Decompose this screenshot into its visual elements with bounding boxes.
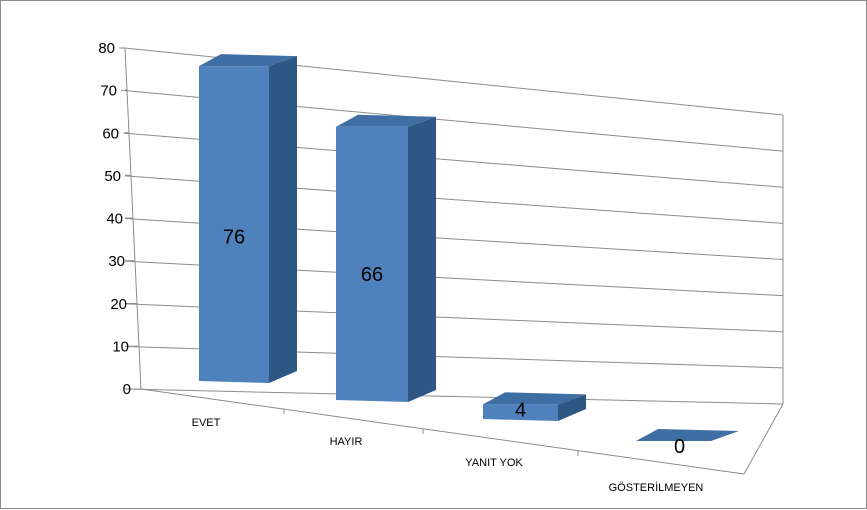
data-label: 4 <box>515 399 526 421</box>
bar-top <box>483 392 586 405</box>
bar-hayir <box>336 114 436 402</box>
bar-top <box>636 429 739 441</box>
y-tick-label: 50 <box>104 168 121 185</box>
data-label: 76 <box>223 227 245 249</box>
bar-yanit-yok <box>483 392 586 421</box>
y-tick-label: 40 <box>106 211 123 228</box>
bar-side <box>558 394 586 421</box>
data-label: 0 <box>674 436 685 458</box>
bar-top <box>336 114 436 127</box>
bar-evet <box>199 54 297 383</box>
bar-side <box>408 116 436 402</box>
bar-front <box>336 126 408 402</box>
y-tick-label: 0 <box>123 381 131 398</box>
data-label: 66 <box>361 264 383 286</box>
bar-front <box>483 404 558 421</box>
bar-top <box>199 54 297 67</box>
floor-right-edge <box>743 403 784 475</box>
y-tick-label: 20 <box>110 296 127 313</box>
x-tick-label: HAYIR <box>330 436 363 448</box>
bars <box>199 54 739 441</box>
bar-side <box>269 56 297 383</box>
axes <box>119 47 784 475</box>
y-tick-label: 60 <box>102 125 119 142</box>
x-axis-line <box>140 388 745 475</box>
y-tick-label: 30 <box>108 253 125 270</box>
y-tick-label: 10 <box>112 338 129 355</box>
gridline <box>124 388 784 405</box>
y-tick-label: 80 <box>98 40 115 57</box>
bar-front <box>199 66 269 383</box>
bar-gösteri̇lmeyen <box>636 429 739 441</box>
x-tick-label: GÖSTERİLMEYEN <box>609 481 704 494</box>
y-tick-label: 70 <box>100 83 117 100</box>
x-tick-label: EVET <box>192 417 221 429</box>
x-tick-label: YANIT YOK <box>465 457 523 469</box>
